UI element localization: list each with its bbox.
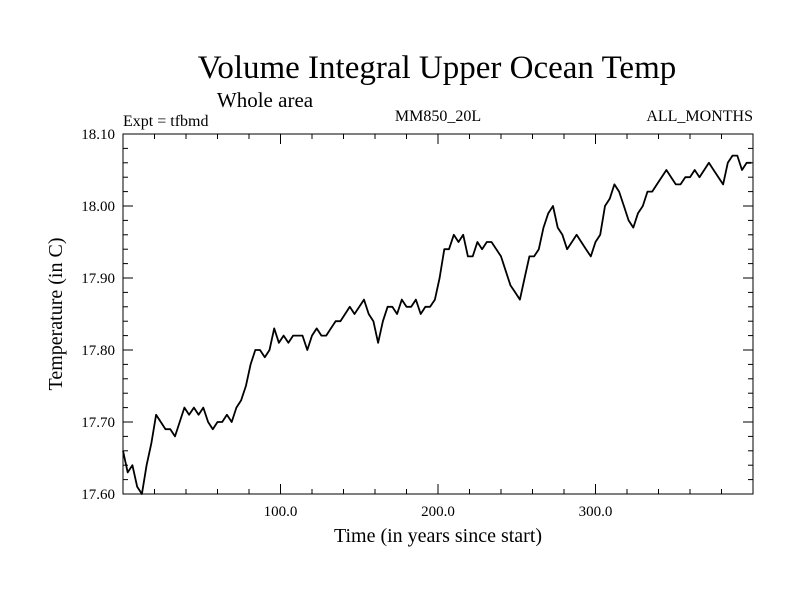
model-label: MM850_20L (395, 108, 481, 125)
y-tick-label: 18.10 (81, 127, 115, 143)
x-axis-label: Time (in years since start) (334, 525, 542, 547)
chart-title: Volume Integral Upper Ocean Temp (198, 50, 676, 86)
y-tick-label: 17.80 (81, 343, 115, 359)
y-tick-label: 18.00 (81, 199, 115, 215)
y-tick-label: 17.70 (81, 415, 115, 431)
x-tick-label: 300.0 (579, 504, 613, 520)
axis-ticks (123, 133, 753, 495)
x-tick-label: 100.0 (264, 504, 298, 520)
chart-subtitle: Whole area (217, 88, 314, 112)
temperature-series-line (122, 154, 752, 495)
y-tick-label: 17.60 (81, 487, 115, 503)
x-tick-label: 200.0 (421, 504, 455, 520)
y-axis-label: Temperature (in C) (45, 238, 67, 391)
experiment-label: Expt = tfbmd (123, 113, 208, 130)
months-label: ALL_MONTHS (646, 108, 753, 125)
y-tick-label: 17.90 (81, 271, 115, 287)
axis-tick-labels: 100.0 200.0 300.0 17.60 17.70 17.80 17.90 18.00… (81, 127, 612, 520)
plot-frame (122, 133, 754, 495)
